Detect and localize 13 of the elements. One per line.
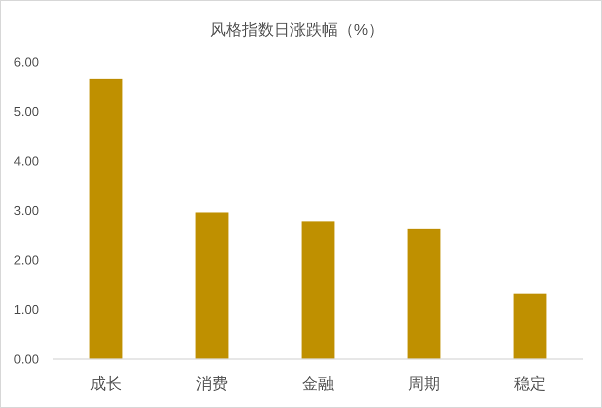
x-tick-label: 金融: [302, 376, 334, 393]
y-tick-label: 5.00: [14, 104, 39, 119]
y-tick-label: 0.00: [14, 352, 39, 366]
x-tick-label: 成长: [90, 376, 122, 393]
x-tick-label: 周期: [408, 376, 440, 393]
x-tick-label: 消费: [196, 376, 228, 393]
y-tick-label: 3.00: [14, 203, 39, 218]
y-tick-label: 6.00: [14, 54, 39, 70]
title: 风格指数日涨跌幅（%）: [210, 22, 384, 39]
y-tick-label: 2.00: [14, 252, 39, 268]
y-tick-label: 1.00: [14, 302, 39, 317]
y-tick-label: 4.00: [14, 154, 39, 168]
x-tick-label: 稳定: [514, 376, 546, 393]
